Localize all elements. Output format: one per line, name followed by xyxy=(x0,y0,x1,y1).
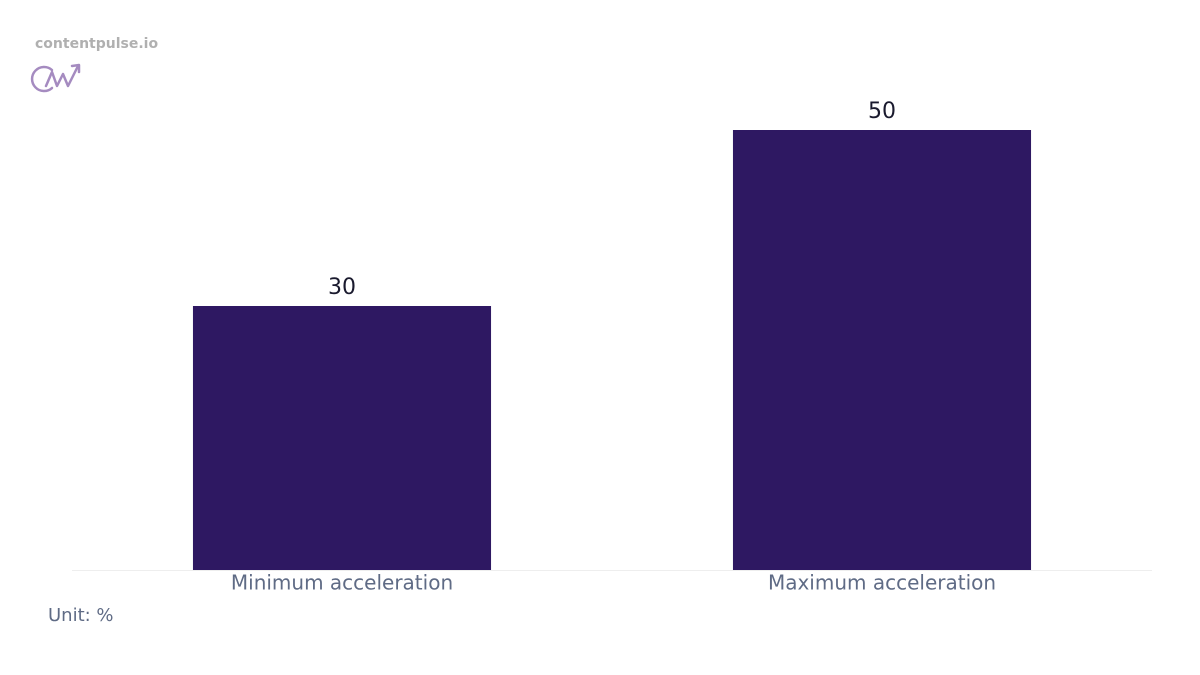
x-tick-label: Minimum acceleration xyxy=(231,571,453,595)
logo-arrow xyxy=(70,63,81,74)
x-tick-label: Maximum acceleration xyxy=(768,571,996,595)
bar xyxy=(732,130,1032,570)
logo-wave xyxy=(44,64,80,88)
value-label: 50 xyxy=(868,99,896,124)
unit-note: Unit: % xyxy=(48,605,114,626)
brand-logo xyxy=(30,63,81,93)
logo-c xyxy=(30,65,54,93)
value-label: 30 xyxy=(328,275,356,300)
bar xyxy=(192,306,492,570)
brand-text: contentpulse.io xyxy=(35,36,158,52)
